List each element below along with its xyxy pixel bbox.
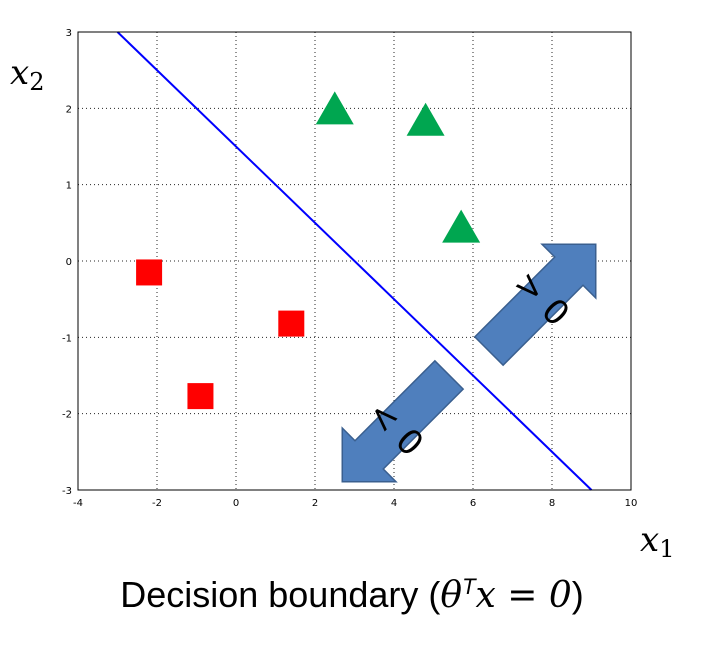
caption-theta: θ bbox=[440, 575, 463, 616]
data-points bbox=[136, 91, 481, 410]
x-tick-label: 0 bbox=[233, 498, 239, 509]
tick-labels: -4 -2 0 2 4 6 8 10 -3 -2 -1 0 1 2 3 bbox=[62, 28, 637, 509]
y-tick-label: 0 bbox=[66, 257, 72, 268]
plot-frame bbox=[77, 31, 632, 491]
caption-sup: T bbox=[462, 574, 476, 599]
y-tick-label: -3 bbox=[62, 486, 72, 497]
arrow-shape bbox=[473, 243, 597, 367]
square-point bbox=[278, 310, 305, 337]
annotation-arrow: > 0 bbox=[473, 243, 597, 367]
x-tick-label: 10 bbox=[625, 498, 638, 509]
annotation-arrows: > 0< 0 bbox=[341, 243, 597, 483]
triangle-point bbox=[442, 209, 481, 243]
square-point bbox=[187, 383, 214, 410]
y-tick-label: 3 bbox=[66, 28, 72, 39]
y-tick-label: 1 bbox=[66, 181, 72, 192]
decision-boundary-layer bbox=[116, 31, 593, 491]
decision-boundary-line bbox=[116, 31, 593, 491]
y-tick-label: -2 bbox=[62, 410, 72, 421]
x-tick-label: -4 bbox=[73, 498, 83, 509]
x-tick-label: 8 bbox=[549, 498, 555, 509]
square-point bbox=[136, 259, 163, 286]
y-axis-label: x2 bbox=[10, 53, 44, 96]
x-tick-label: 4 bbox=[391, 498, 397, 509]
y-tick-label: 2 bbox=[66, 104, 72, 115]
x-tick-label: 6 bbox=[470, 498, 476, 509]
y-tick-label: -1 bbox=[62, 333, 72, 344]
caption-expr: x = 0 bbox=[475, 575, 572, 616]
x-tick-label: -2 bbox=[152, 498, 162, 509]
annotation-arrow: < 0 bbox=[341, 359, 465, 483]
caption-prefix: Decision boundary ( bbox=[120, 574, 441, 615]
triangle-point bbox=[315, 91, 354, 125]
x-axis-label: x1 bbox=[640, 520, 674, 563]
arrow-shape bbox=[341, 359, 465, 483]
triangle-point bbox=[406, 102, 445, 136]
chart-caption: Decision boundary (θTx = 0) bbox=[0, 574, 704, 616]
x-tick-label: 2 bbox=[312, 498, 318, 509]
caption-suffix: ) bbox=[571, 574, 584, 615]
